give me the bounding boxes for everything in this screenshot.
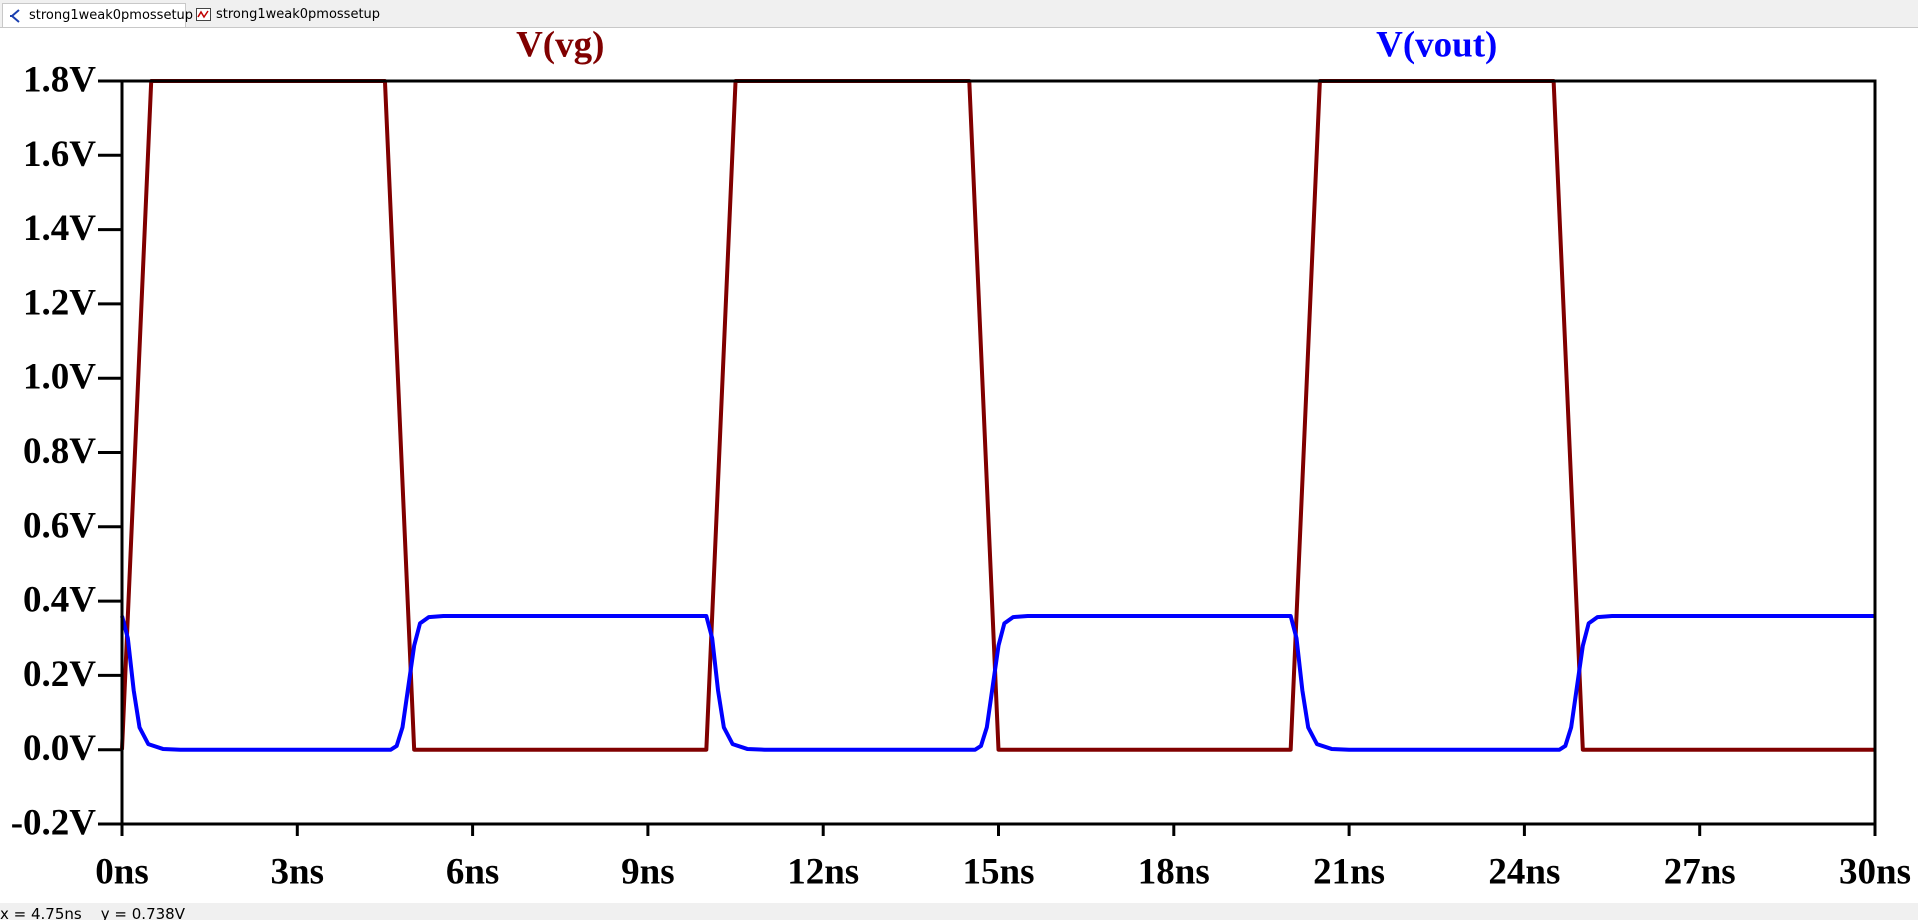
- legend-label: V(vg): [516, 28, 604, 65]
- x-tick-label: 12ns: [787, 851, 859, 892]
- tab-bar: strong1weak0pmossetup strong1weak0pmosse…: [0, 0, 1918, 28]
- x-tick-label: 18ns: [1138, 851, 1210, 892]
- y-tick-label: 0.4V: [23, 580, 96, 621]
- x-tick-label: 9ns: [621, 851, 674, 892]
- tab-label: strong1weak0pmossetup: [29, 8, 194, 23]
- y-tick-label: 0.6V: [23, 505, 96, 546]
- y-tick-label: 1.4V: [23, 208, 96, 249]
- tab-icon: [196, 8, 211, 21]
- x-tick-label: 6ns: [446, 851, 499, 892]
- tab-label: strong1weak0pmossetup: [216, 7, 381, 22]
- y-tick-label: -0.2V: [11, 802, 97, 843]
- y-tick-label: 1.6V: [23, 134, 96, 175]
- y-tick-label: 0.0V: [23, 728, 96, 769]
- plot-frame: [120, 79, 1877, 826]
- tab[interactable]: strong1weak0pmossetup: [2, 3, 193, 27]
- status-bar: x = 4.75ns y = 0.738V: [0, 905, 185, 920]
- series-line: [120, 613, 1875, 752]
- x-tick-label: 30ns: [1839, 851, 1911, 892]
- legend-label: V(vout): [1376, 28, 1497, 65]
- x-tick-label: 3ns: [271, 851, 324, 892]
- y-tick-label: 1.8V: [23, 59, 96, 100]
- y-tick-label: 1.2V: [23, 282, 96, 323]
- waveform-plot: -0.2V 0.0V 0.2V 0.4V 0.6V 0.8V 1.0V 1.2V 1.4V 1.6…: [0, 28, 1918, 903]
- tab[interactable]: strong1weak0pmossetup: [190, 3, 380, 27]
- x-tick-label: 0ns: [95, 851, 148, 892]
- y-tick-label: 0.8V: [23, 431, 96, 472]
- x-tick-label: 21ns: [1313, 851, 1385, 892]
- tab-icon: [10, 9, 20, 23]
- y-tick-label: 1.0V: [23, 357, 96, 398]
- x-tick-label: 27ns: [1664, 851, 1736, 892]
- x-tick-label: 24ns: [1488, 851, 1560, 892]
- y-tick-label: 0.2V: [23, 654, 96, 695]
- x-tick-label: 15ns: [963, 851, 1035, 892]
- plot-background: [0, 28, 1918, 903]
